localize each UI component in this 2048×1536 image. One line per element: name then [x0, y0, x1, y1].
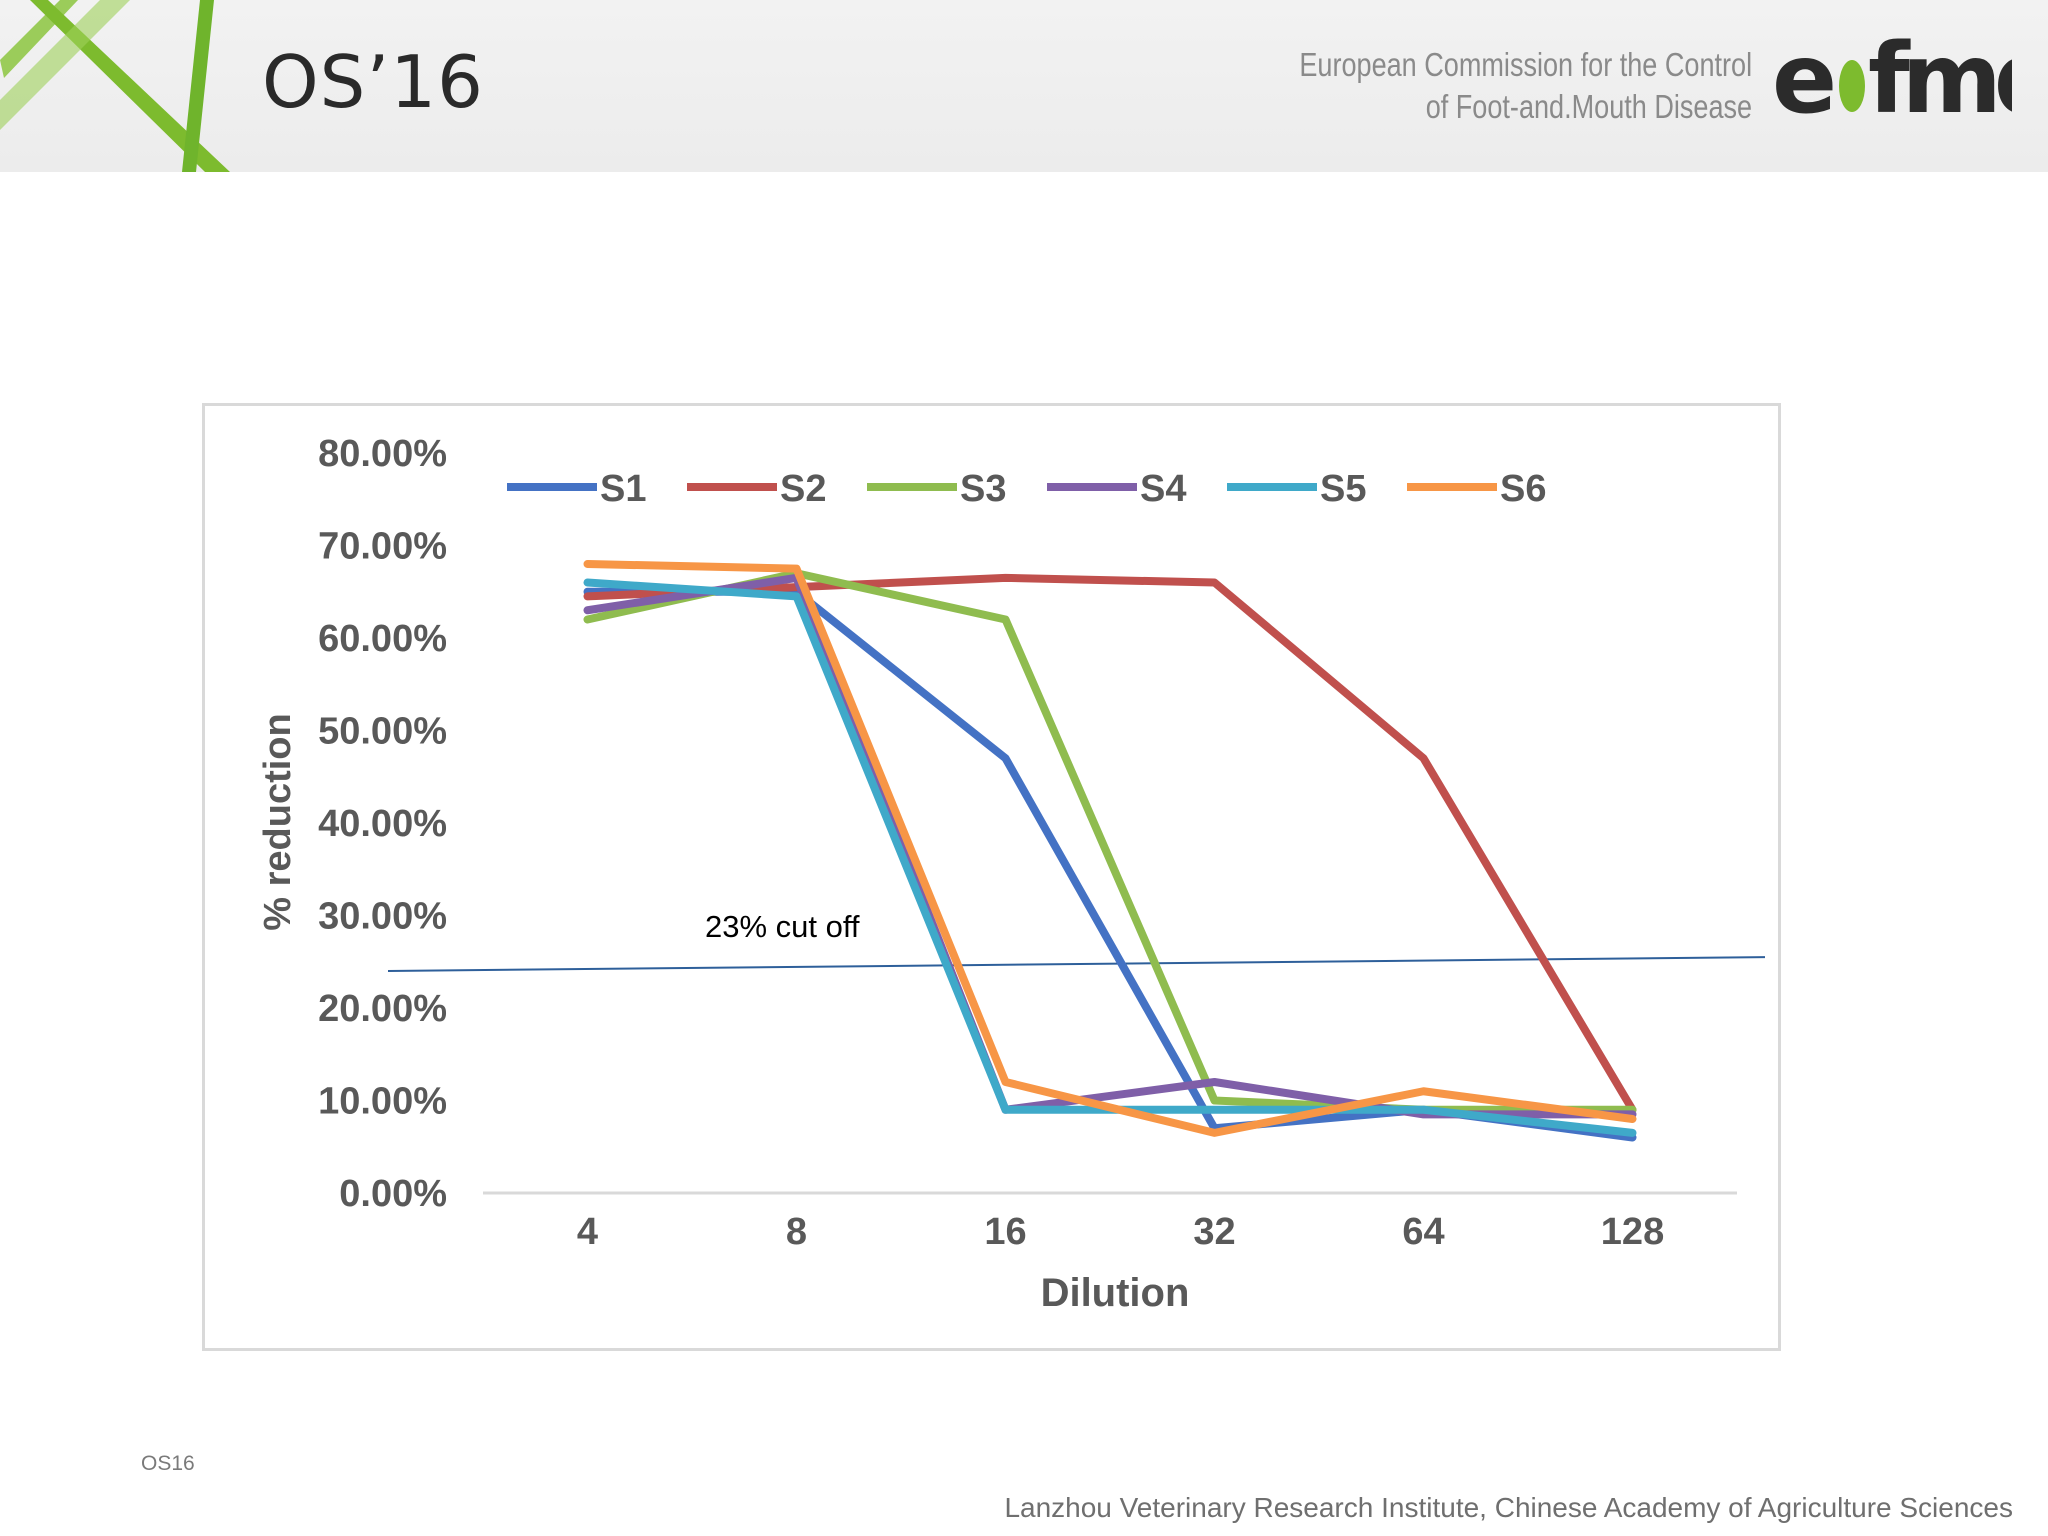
- y-tick-label: 50.00%: [318, 711, 447, 753]
- x-tick-label: 16: [984, 1211, 1026, 1253]
- decorative-lines: [0, 0, 230, 172]
- legend-label: S6: [1500, 468, 1546, 510]
- series-line-s6: [583, 560, 1637, 1137]
- organization-name: European Commission for the Control of F…: [1299, 44, 1752, 128]
- legend-label: S1: [600, 468, 646, 510]
- y-tick-label: 30.00%: [318, 896, 447, 938]
- x-tick-labels: 4 8 16 32 64 128: [577, 1211, 1664, 1253]
- line-chart: % reduction 0.00%10.00%20.00%30.00%40.00…: [257, 433, 1766, 1315]
- organization-line-2: of Foot-and.Mouth Disease: [1425, 88, 1752, 125]
- y-axis-label: % reduction: [257, 713, 299, 930]
- y-tick-label: 20.00%: [318, 988, 447, 1030]
- legend-label: S2: [780, 468, 826, 510]
- svg-text:e: e: [1772, 26, 1833, 126]
- eufmd-logo: eufmd e fmd: [1772, 26, 2012, 126]
- y-axis-title: % reduction: [257, 713, 299, 930]
- chart-legend: S1 S2 S3 S4 S5 S6: [507, 468, 1546, 510]
- conference-title: OS’16: [262, 40, 484, 124]
- y-tick-label: 40.00%: [318, 803, 447, 845]
- footer-institution: Lanzhou Veterinary Research Institute, C…: [1004, 1492, 2013, 1523]
- organization-line-1: European Commission for the Control: [1299, 46, 1752, 83]
- x-tick-label: 32: [1193, 1211, 1235, 1253]
- chart-frame: % reduction 0.00% 10.00% 20.00% 30.00% 40.00…: [202, 403, 1781, 1351]
- footer-code: OS16: [141, 1452, 195, 1475]
- x-tick-label: 128: [1601, 1211, 1664, 1253]
- y-tick-labels: 0.00% 10.00% 20.00% 30.00% 40.00% 50.00% 60.00…: [318, 433, 447, 1215]
- y-tick-label: 10.00%: [318, 1081, 447, 1123]
- y-tick-label: 70.00%: [318, 526, 447, 568]
- y-tick-label: 0.00%: [339, 1173, 447, 1215]
- series-line-s2: [583, 573, 1637, 1114]
- x-tick-label: 64: [1402, 1211, 1444, 1253]
- slide-header: OS’16 European Commission for the Contro…: [0, 0, 2048, 172]
- y-tick-label: 80.00%: [318, 433, 447, 475]
- series-lines: [583, 560, 1637, 1142]
- x-axis-label: Dilution: [1041, 1271, 1190, 1315]
- legend-label: S5: [1320, 468, 1366, 510]
- x-tick-label: 8: [786, 1211, 807, 1253]
- svg-text:fmd: fmd: [1868, 26, 2012, 126]
- cutoff-line: [387, 956, 1766, 972]
- x-tick-label: 4: [577, 1211, 598, 1253]
- cutoff-label: 23% cut off: [705, 909, 860, 944]
- legend-label: S3: [960, 468, 1006, 510]
- legend-label: S4: [1140, 468, 1186, 510]
- y-tick-label: 60.00%: [318, 618, 447, 660]
